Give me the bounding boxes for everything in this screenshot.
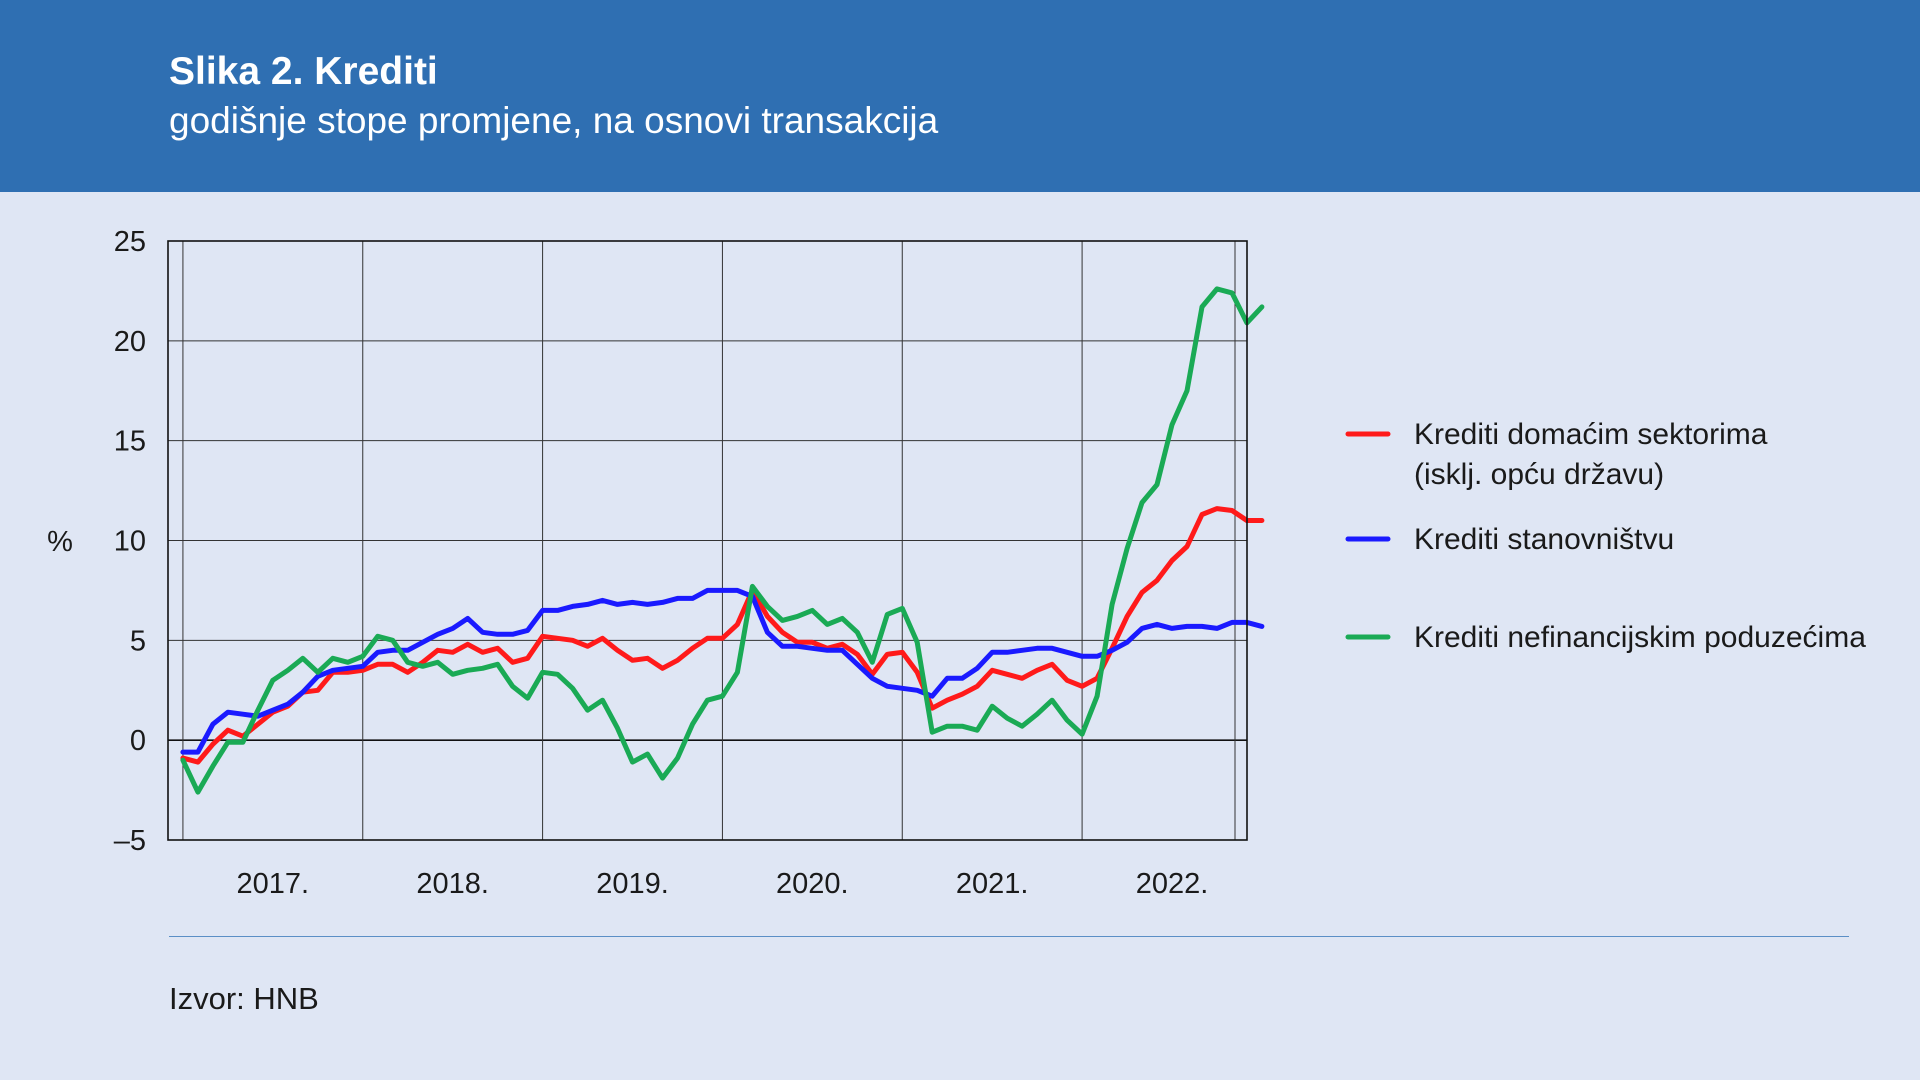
figure-subtitle: godišnje stope promjene, na osnovi trans… [169, 100, 939, 141]
y-tick-label: 5 [130, 625, 146, 657]
legend-label: Krediti domaćim sektorima [1414, 418, 1768, 451]
x-tick-label: 2017. [237, 868, 310, 900]
y-tick-label: 10 [114, 526, 146, 558]
header-banner: Slika 2. Krediti godišnje stope promjene… [0, 0, 1920, 192]
x-tick-label: 2022. [1136, 868, 1209, 900]
x-tick-label: 2020. [776, 868, 849, 900]
x-tick-label: 2021. [956, 868, 1029, 900]
legend-label: Krediti stanovništvu [1414, 523, 1674, 556]
series-line-blue [180, 587, 1265, 755]
x-tick-label: 2019. [596, 868, 669, 900]
y-axis-label: % [47, 526, 73, 558]
y-tick-label: 20 [114, 326, 146, 358]
source-divider [169, 936, 1849, 937]
plot-frame [167, 240, 1248, 841]
y-tick-label: 15 [114, 426, 146, 458]
series-line-green [180, 286, 1265, 795]
series-line-red [180, 506, 1265, 765]
legend-label: (isklj. opću državu) [1414, 458, 1664, 491]
figure-title: Slika 2. Krediti [169, 50, 438, 93]
legend-label: Krediti nefinancijskim poduzećima [1414, 621, 1866, 654]
y-tick-label: 25 [114, 226, 146, 258]
y-tick-label: –5 [114, 825, 146, 857]
y-tick-label: 0 [130, 725, 146, 757]
source-note: Izvor: HNB [169, 981, 319, 1016]
x-tick-label: 2018. [416, 868, 489, 900]
